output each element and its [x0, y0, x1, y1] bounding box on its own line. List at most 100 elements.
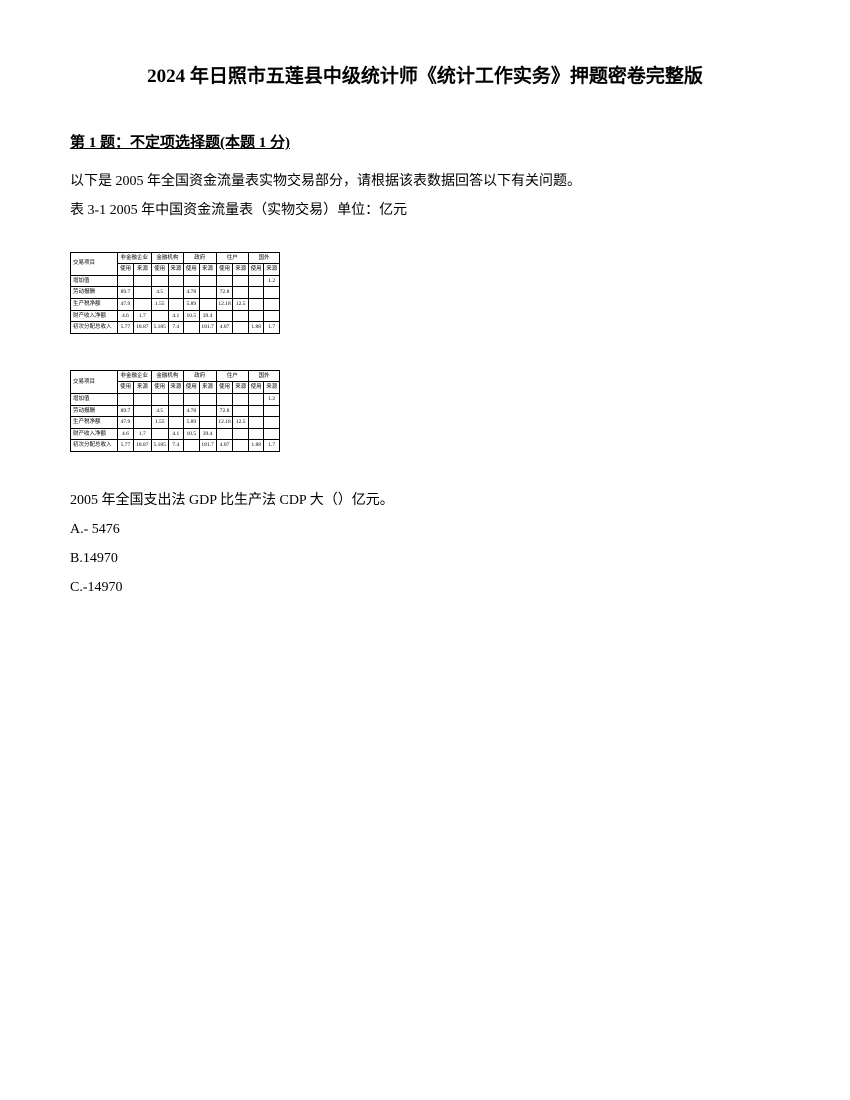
cell: [134, 417, 152, 429]
cell: 12.5: [233, 417, 248, 429]
cell: [233, 275, 248, 287]
cell: [248, 298, 263, 310]
cell: [184, 393, 199, 405]
table-row: 生产税净额 47.9 1.55 5.89 12.18 12.5: [71, 417, 280, 429]
cell: [134, 275, 152, 287]
cell: [264, 310, 280, 322]
cell: [168, 405, 183, 417]
intro-line-1: 以下是 2005 年全国资金流量表实物交易部分，请根据该表数据回答以下有关问题。: [70, 169, 780, 194]
cell: 1.88: [248, 322, 263, 334]
cell: 12.5: [233, 298, 248, 310]
data-table-2: 交易项目 非金融企业 金融机构 政府 住户 国外 使用 来源 使用 来源 使用 …: [70, 370, 280, 452]
cell: 39.4: [199, 310, 216, 322]
data-table-2-wrap: 交易项目 非金融企业 金融机构 政府 住户 国外 使用 来源 使用 来源 使用 …: [70, 370, 780, 452]
subcol-header: 使用: [151, 382, 168, 394]
cell: 1.7: [134, 310, 152, 322]
option-c: C.-14970: [70, 575, 780, 600]
cell: [233, 405, 248, 417]
col-header: 金融机构: [151, 370, 183, 382]
cell: [168, 287, 183, 299]
cell: [264, 428, 280, 440]
data-table-1-wrap: 交易项目 非金融企业 金融机构 政府 住户 国外 使用 来源 使用 来源 使用 …: [70, 252, 780, 334]
table-row: 劳动报酬 89.7 4.5 4.78 72.8: [71, 405, 280, 417]
subcol-header: 使用: [151, 264, 168, 276]
cell: 1.7: [134, 428, 152, 440]
cell: 5.89: [184, 417, 199, 429]
col-header: 政府: [184, 252, 216, 264]
subcol-header: 来源: [168, 382, 183, 394]
cell: [248, 393, 263, 405]
cell: [151, 393, 168, 405]
cell: [233, 310, 248, 322]
cell: 12.18: [216, 417, 233, 429]
table-row: 增加值 1.2: [71, 275, 280, 287]
cell: [264, 298, 280, 310]
subcol-header: 来源: [264, 382, 280, 394]
cell: 1.2: [264, 393, 280, 405]
cell: 47.9: [117, 298, 133, 310]
subcol-header: 使用: [184, 264, 199, 276]
cell: 1.2: [264, 275, 280, 287]
cell: 5.185: [151, 440, 168, 452]
cell: 10.5: [184, 310, 199, 322]
cell: [233, 440, 248, 452]
cell: 4.87: [216, 322, 233, 334]
cell: [151, 428, 168, 440]
cell: [199, 287, 216, 299]
subcol-header: 使用: [248, 382, 263, 394]
data-table-1: 交易项目 非金融企业 金融机构 政府 住户 国外 使用 来源 使用 来源 使用 …: [70, 252, 280, 334]
cell: 4.1: [168, 310, 183, 322]
subcol-header: 使用: [117, 264, 133, 276]
cell: [248, 310, 263, 322]
cell: 72.8: [216, 287, 233, 299]
table-row: 财产收入净额 4.6 1.7 4.1 10.5 39.4: [71, 428, 280, 440]
row-label: 增加值: [71, 275, 118, 287]
cell: 7.4: [168, 322, 183, 334]
subcol-header: 使用: [216, 264, 233, 276]
col-header: 非金融企业: [117, 252, 151, 264]
cell: 18.87: [134, 322, 152, 334]
cell: [134, 405, 152, 417]
cell: 12.18: [216, 298, 233, 310]
cell: 1.55: [151, 417, 168, 429]
cell: [216, 428, 233, 440]
cell: [168, 298, 183, 310]
subcol-header: 来源: [264, 264, 280, 276]
row-label: 财产收入净额: [71, 428, 118, 440]
subcol-header: 使用: [184, 382, 199, 394]
cell: [248, 417, 263, 429]
cell: 1.7: [264, 440, 280, 452]
table-row: 初次分配总收入 5.77 18.87 5.185 7.4 181.7 4.87 …: [71, 440, 280, 452]
cell: [151, 275, 168, 287]
cell: [216, 393, 233, 405]
cell: [168, 393, 183, 405]
cell: [233, 393, 248, 405]
table-row: 财产收入净额 4.6 1.7 4.1 10.5 39.4: [71, 310, 280, 322]
cell: [233, 428, 248, 440]
cell: 1.55: [151, 298, 168, 310]
cell: 4.6: [117, 428, 133, 440]
cell: 4.78: [184, 287, 199, 299]
cell: [134, 298, 152, 310]
cell: [248, 428, 263, 440]
col-header: 住户: [216, 370, 248, 382]
cell: [233, 322, 248, 334]
row-label: 初次分配总收入: [71, 322, 118, 334]
subcol-header: 使用: [117, 382, 133, 394]
table-row: 劳动报酬 89.7 4.5 4.78 72.8: [71, 287, 280, 299]
subcol-header: 来源: [199, 264, 216, 276]
subcol-header: 来源: [134, 264, 152, 276]
cell: [216, 275, 233, 287]
cell: [184, 440, 199, 452]
row-label: 劳动报酬: [71, 405, 118, 417]
cell: [264, 417, 280, 429]
cell: [233, 287, 248, 299]
cell: [264, 405, 280, 417]
cell: [248, 275, 263, 287]
cell: [168, 275, 183, 287]
col-header: 住户: [216, 252, 248, 264]
cell: 89.7: [117, 287, 133, 299]
intro-line-2: 表 3-1 2005 年中国资金流量表（实物交易）单位：亿元: [70, 198, 780, 223]
cell: 181.7: [199, 440, 216, 452]
cell: [216, 310, 233, 322]
